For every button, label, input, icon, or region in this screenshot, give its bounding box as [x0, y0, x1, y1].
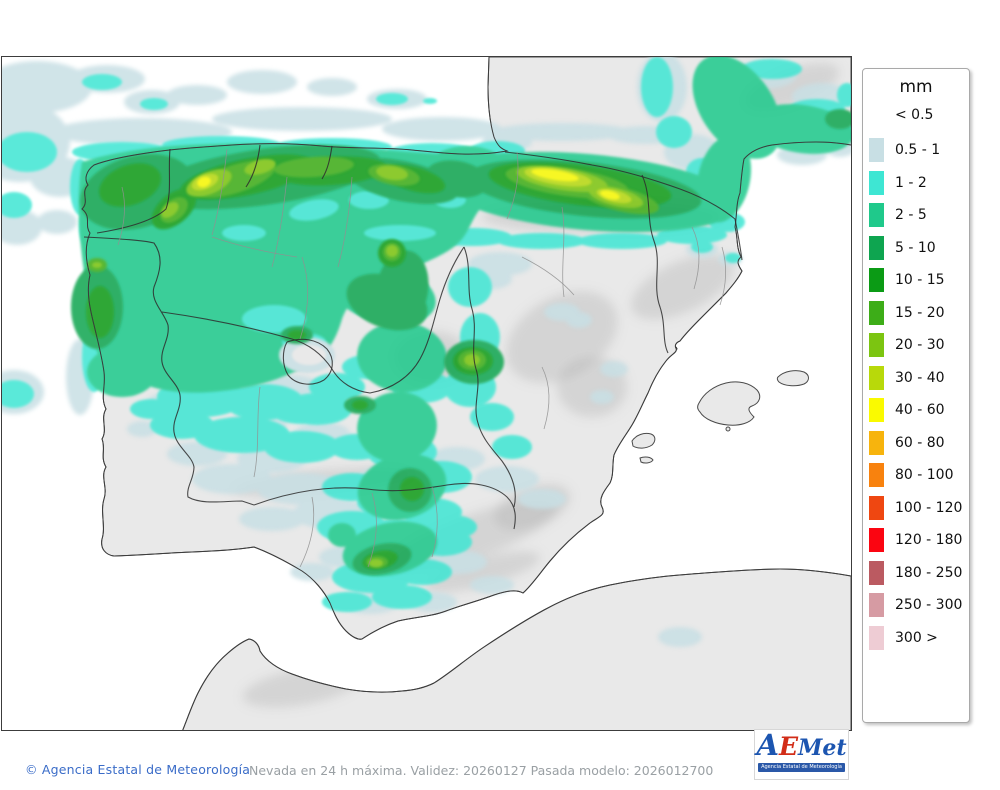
copyright-notice: © Agencia Estatal de Meteorología	[25, 762, 251, 777]
map-frame: © Agencia Estatal de Meteorología Nevada…	[1, 56, 852, 780]
legend-swatch	[869, 138, 884, 163]
legend-label: 250 - 300	[895, 597, 963, 614]
legend-item: 1 - 2	[863, 167, 969, 200]
aemet-subtitle: Agencia Estatal de Meteorología	[758, 763, 845, 772]
legend-item: 60 - 80	[863, 427, 969, 460]
island-mallorca	[697, 381, 761, 426]
legend-item: 20 - 30	[863, 329, 969, 362]
legend-swatch	[869, 625, 884, 650]
legend-item: 0.5 - 1	[863, 134, 969, 167]
legend-label: 20 - 30	[895, 337, 945, 354]
legend-item: 180 - 250	[863, 557, 969, 590]
legend-label-lt-0p5: < 0.5	[895, 107, 934, 123]
map-caption: Nevada en 24 h máxima. Validez: 20260127…	[249, 763, 714, 778]
legend-item: 100 - 120	[863, 492, 969, 525]
legend-swatch	[869, 365, 884, 390]
legend-item: 120 - 180	[863, 524, 969, 557]
aemet-wordmark: AEMet	[756, 728, 847, 762]
island-cabrera	[725, 426, 731, 432]
legend-label: 120 - 180	[895, 532, 963, 549]
legend-item: 2 - 5	[863, 199, 969, 232]
coastlines	[81, 57, 851, 730]
legend-item: 300 >	[863, 622, 969, 655]
legend-swatch	[869, 235, 884, 260]
legend-label: 5 - 10	[895, 239, 936, 256]
legend-label: 30 - 40	[895, 369, 945, 386]
legend-label: 15 - 20	[895, 304, 945, 321]
legend-panel: mm < 0.5 0.5 - 1 1 - 2 2 - 5 5 - 10 10 - 15 1…	[862, 68, 970, 723]
aemet-logo: AEMet Agencia Estatal de Meteorología	[754, 729, 849, 780]
legend-label: 80 - 100	[895, 467, 954, 484]
legend-swatch	[869, 300, 884, 325]
legend-label: 0.5 - 1	[895, 142, 941, 159]
legend-swatch	[869, 528, 884, 553]
island-menorca	[776, 370, 809, 387]
legend-item: 80 - 100	[863, 459, 969, 492]
legend-swatch	[869, 170, 884, 195]
legend-swatch	[869, 495, 884, 520]
legend-swatch	[869, 593, 884, 618]
legend-label: 40 - 60	[895, 402, 945, 419]
legend-label: 60 - 80	[895, 434, 945, 451]
legend-label: 1 - 2	[895, 174, 927, 191]
band-40-60	[197, 168, 620, 200]
island-ibiza	[631, 432, 656, 449]
island-formentera	[639, 456, 654, 464]
legend-swatch	[869, 398, 884, 423]
legend-label: 180 - 250	[895, 564, 963, 581]
legend-rows: 0.5 - 1 1 - 2 2 - 5 5 - 10 10 - 15 15 - 20 20 …	[863, 134, 969, 654]
legend-swatch	[869, 268, 884, 293]
legend-label: 10 - 15	[895, 272, 945, 289]
legend-title: mm	[899, 77, 933, 97]
legend-swatch	[869, 560, 884, 585]
legend-item: 30 - 40	[863, 362, 969, 395]
legend-item: 15 - 20	[863, 297, 969, 330]
legend-label: 2 - 5	[895, 207, 927, 224]
legend-swatch	[869, 203, 884, 228]
legend-item: 40 - 60	[863, 394, 969, 427]
legend-item: 5 - 10	[863, 232, 969, 265]
legend-swatch	[869, 463, 884, 488]
legend-swatch	[869, 430, 884, 455]
legend-item: 250 - 300	[863, 589, 969, 622]
legend-item: 10 - 15	[863, 264, 969, 297]
region-borders	[83, 144, 743, 568]
band-holes-pale	[279, 337, 335, 373]
legend-label: 100 - 120	[895, 499, 963, 516]
precipitation-map	[2, 57, 851, 730]
legend-label: 300 >	[895, 629, 938, 646]
legend-swatch	[869, 333, 884, 358]
precipitation-bands	[2, 57, 851, 647]
